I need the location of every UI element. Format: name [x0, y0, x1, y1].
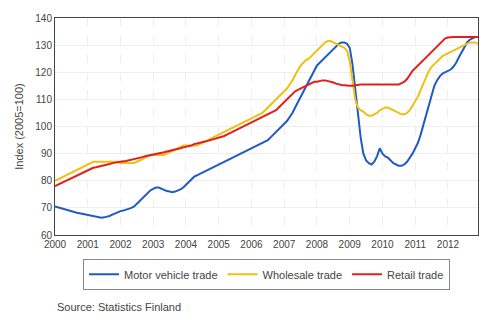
- svg-text:100: 100: [35, 121, 52, 132]
- svg-text:Retail trade: Retail trade: [387, 269, 443, 281]
- svg-text:140: 140: [35, 13, 52, 24]
- svg-text:Index (2005=100): Index (2005=100): [13, 83, 25, 170]
- svg-text:2010: 2010: [371, 239, 394, 250]
- svg-text:2005: 2005: [208, 239, 231, 250]
- svg-text:2008: 2008: [306, 239, 329, 250]
- svg-text:2002: 2002: [109, 239, 132, 250]
- svg-text:2006: 2006: [240, 239, 263, 250]
- svg-text:2001: 2001: [77, 239, 100, 250]
- svg-text:Source: Statistics Finland: Source: Statistics Finland: [57, 301, 181, 313]
- svg-text:2009: 2009: [339, 239, 362, 250]
- svg-text:2007: 2007: [273, 239, 296, 250]
- svg-text:2004: 2004: [175, 239, 198, 250]
- svg-text:2011: 2011: [404, 239, 426, 250]
- svg-text:80: 80: [41, 175, 53, 186]
- svg-text:Motor vehicle trade: Motor vehicle trade: [124, 269, 218, 281]
- svg-text:130: 130: [35, 40, 52, 51]
- svg-text:2003: 2003: [142, 239, 165, 250]
- svg-text:2000: 2000: [44, 239, 67, 250]
- svg-text:110: 110: [36, 94, 52, 105]
- svg-text:Wholesale trade: Wholesale trade: [263, 269, 343, 281]
- svg-text:120: 120: [35, 67, 52, 78]
- svg-text:70: 70: [41, 202, 53, 213]
- svg-text:2012: 2012: [437, 239, 460, 250]
- svg-text:90: 90: [41, 148, 53, 159]
- svg-text:60: 60: [41, 230, 53, 241]
